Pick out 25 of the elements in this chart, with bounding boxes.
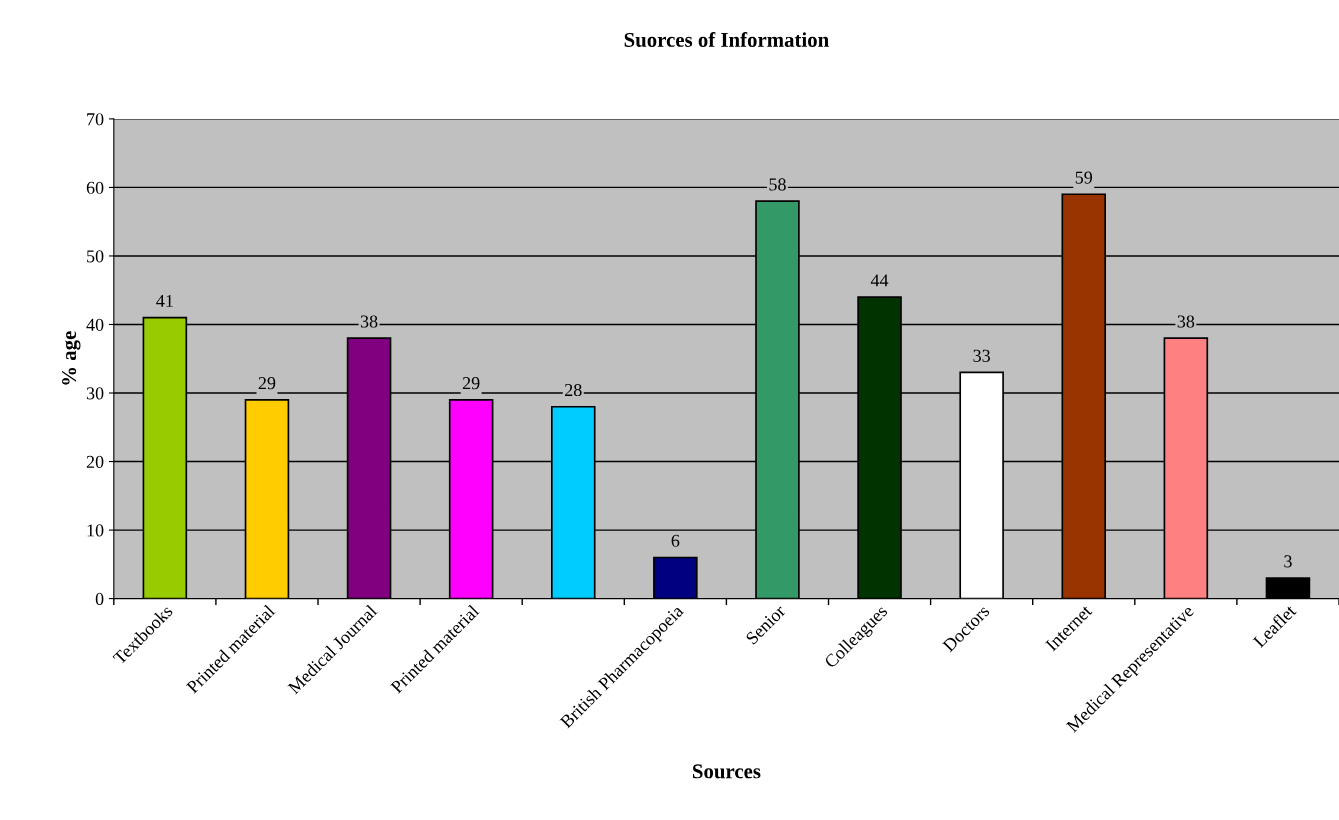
data-label: 6 — [671, 534, 680, 547]
data-label: 58 — [769, 178, 786, 191]
y-tick-label: 0 — [95, 592, 104, 606]
data-label: 29 — [258, 377, 276, 390]
data-label: 59 — [1075, 171, 1093, 184]
y-tick-label: 70 — [87, 113, 104, 126]
y-tick-label: 50 — [87, 250, 104, 263]
data-label: 28 — [565, 383, 582, 397]
data-label: 41 — [156, 294, 173, 307]
y-tick-label: 60 — [86, 181, 104, 194]
data-label: 3 — [1284, 555, 1292, 568]
y-tick-label: 20 — [86, 455, 104, 468]
y-tick-label: 30 — [86, 387, 104, 400]
data-label: 33 — [973, 349, 990, 362]
y-tick-label: 40 — [86, 318, 104, 331]
y-axis-title: % age — [62, 331, 81, 385]
data-label: 38 — [1177, 315, 1195, 328]
x-axis-title: Sources — [692, 764, 761, 779]
data-label: 38 — [360, 315, 378, 328]
bar — [1265, 577, 1311, 599]
chart-title: Suorces of Information — [624, 32, 829, 47]
data-label: 29 — [462, 377, 480, 390]
bar — [653, 556, 698, 599]
y-tick-label: 10 — [87, 524, 104, 537]
data-label: 44 — [870, 274, 889, 287]
